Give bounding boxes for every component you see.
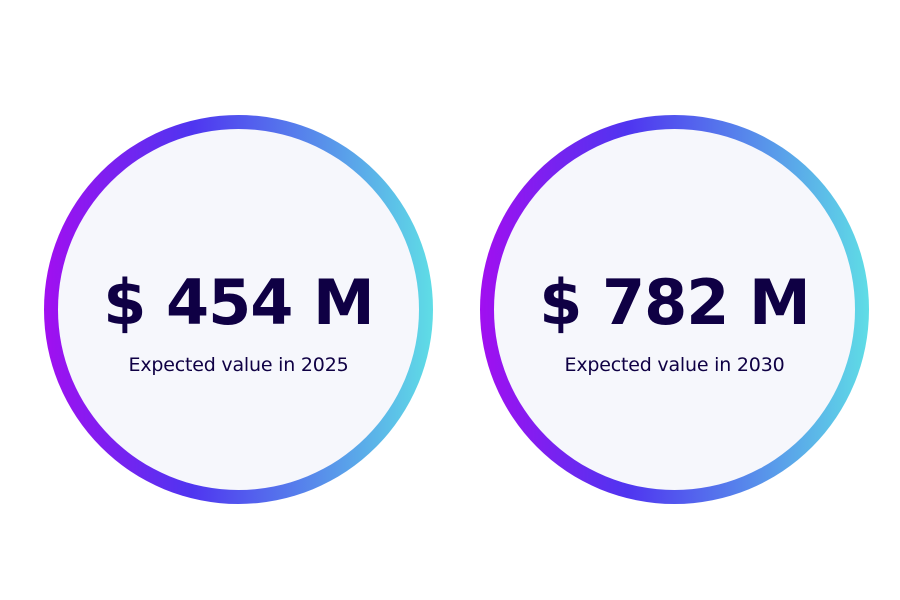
stat-circle-2030: $ 782 M Expected value in 2030 xyxy=(480,115,869,504)
stat-circle-inner: $ 782 M Expected value in 2030 xyxy=(494,129,855,490)
stat-label: Expected value in 2025 xyxy=(128,354,349,376)
stat-circle-2025: $ 454 M Expected value in 2025 xyxy=(44,115,433,504)
stat-label: Expected value in 2030 xyxy=(564,354,785,376)
stat-value: $ 454 M xyxy=(103,266,374,339)
stat-circle-inner: $ 454 M Expected value in 2025 xyxy=(58,129,419,490)
stat-value: $ 782 M xyxy=(539,266,810,339)
